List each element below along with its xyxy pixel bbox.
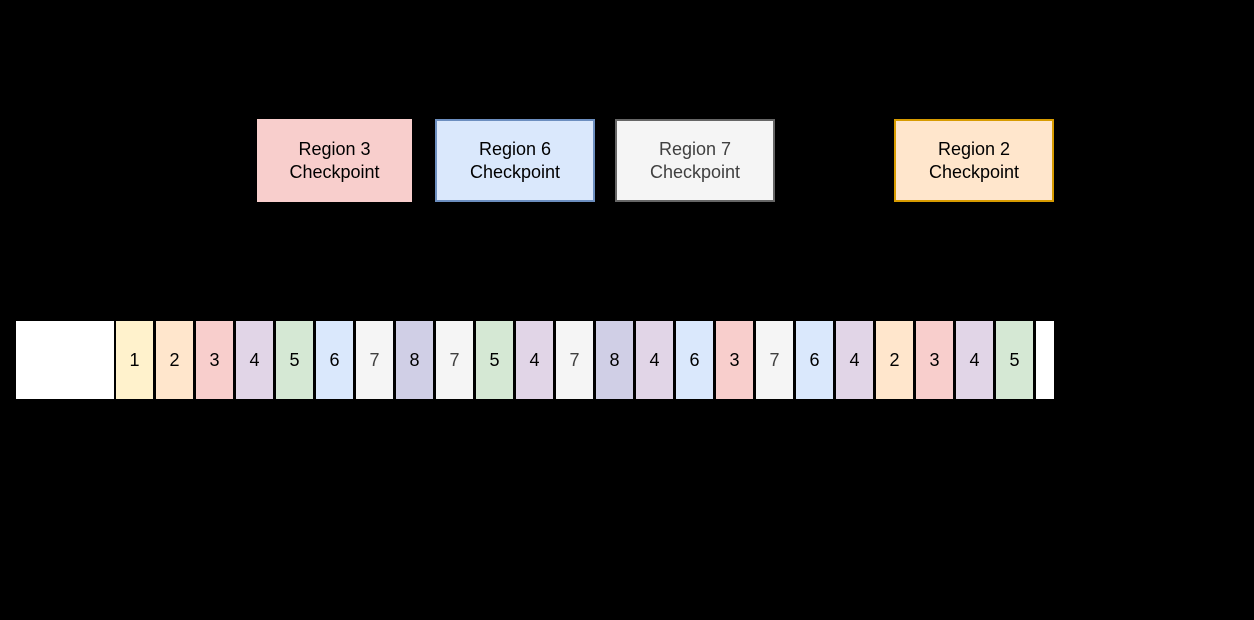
log-cell-region-3: 3 [716, 321, 753, 399]
log-cell-region-7-label: 7 [769, 349, 780, 370]
log-cell-region-4-label: 4 [969, 349, 980, 370]
checkpoint-label-line2: Checkpoint [928, 161, 1020, 182]
log-cell-region-5-label: 5 [1009, 349, 1020, 370]
log-cell-region-4: 4 [836, 321, 873, 399]
log-strip: 1 2 3 4 5 6 7 8 7 5 4 7 8 4 6 3 7 6 4 2 3 4 5 [0, 321, 1254, 399]
log-cell-region-4: 4 [236, 321, 273, 399]
log-cell-region-8-label: 8 [409, 349, 420, 370]
log-cell-region-8-label: 8 [609, 349, 620, 370]
log-cell-region-6-label: 6 [809, 349, 820, 370]
log-cell-region-2: 2 [156, 321, 193, 399]
log-cell-region-6: 6 [796, 321, 833, 399]
log-cell-region-2: 2 [876, 321, 913, 399]
log-cell-region-8: 8 [596, 321, 633, 399]
checkpoint-label-line2: Checkpoint [469, 161, 561, 182]
log-cell-region-5: 5 [476, 321, 513, 399]
log-cell-region-3-label: 3 [729, 349, 740, 370]
checkpoint-label-line1: Region 6 [478, 138, 552, 159]
log-cell-region-2-label: 2 [169, 349, 180, 370]
log-cell-region-7-label: 7 [449, 349, 460, 370]
log-cell-region-4-label: 4 [649, 349, 660, 370]
log-cell-region-4: 4 [956, 321, 993, 399]
log-cell-region-3: 3 [196, 321, 233, 399]
checkpoint-label-line1: Region 2 [937, 138, 1011, 159]
log-cell-region-7: 7 [556, 321, 593, 399]
log-cell-region-7: 7 [756, 321, 793, 399]
log-cell-region-7-label: 7 [569, 349, 580, 370]
log-cell-region-7-label: 7 [369, 349, 380, 370]
log-cell-region-1-label: 1 [129, 349, 140, 370]
log-cell-region-7: 7 [356, 321, 393, 399]
log-cell-region-5: 5 [996, 321, 1033, 399]
log-cell-region-3: 3 [916, 321, 953, 399]
log-cell-region-4: 4 [636, 321, 673, 399]
checkpoint-label-line1: Region 7 [658, 138, 732, 159]
log-cell-region-3-label: 3 [929, 349, 940, 370]
log-cell-region-5-label: 5 [289, 349, 300, 370]
checkpoint-box-region-2: Region 2 Checkpoint [894, 119, 1054, 202]
checkpoint-box-region-3: Region 3 Checkpoint [257, 119, 412, 202]
log-cell-region-7: 7 [436, 321, 473, 399]
log-cell-region-5-label: 5 [489, 349, 500, 370]
log-cell-region-2-label: 2 [889, 349, 900, 370]
checkpoint-label-line1: Region 3 [298, 138, 371, 159]
checkpoint-label-line2: Checkpoint [649, 161, 741, 182]
log-cell-region-4-label: 4 [849, 349, 860, 370]
log-cell-region-6-label: 6 [689, 349, 700, 370]
log-tail-cell [1036, 321, 1054, 399]
log-cell-region-4-label: 4 [249, 349, 260, 370]
log-cell-region-4: 4 [516, 321, 553, 399]
log-cell-region-5: 5 [276, 321, 313, 399]
log-cell-region-8: 8 [396, 321, 433, 399]
log-cell-region-1: 1 [116, 321, 153, 399]
checkpoint-box-region-7: Region 7 Checkpoint [615, 119, 775, 202]
log-cell-region-6: 6 [676, 321, 713, 399]
log-lead-cell [16, 321, 114, 399]
checkpoint-box-region-6: Region 6 Checkpoint [435, 119, 595, 202]
log-cell-region-4-label: 4 [529, 349, 540, 370]
checkpoint-label-line2: Checkpoint [289, 161, 380, 182]
log-cell-region-6-label: 6 [329, 349, 340, 370]
log-cell-region-3-label: 3 [209, 349, 220, 370]
log-cell-region-6: 6 [316, 321, 353, 399]
